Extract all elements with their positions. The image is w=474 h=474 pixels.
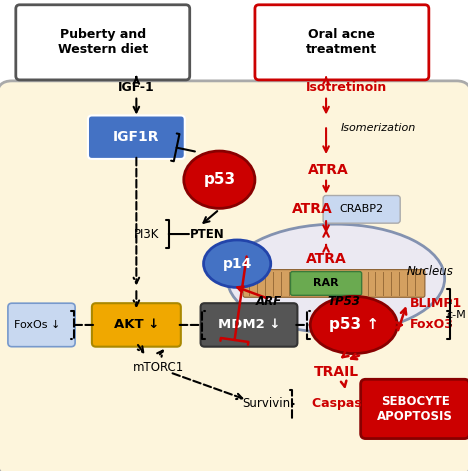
Text: ATRA: ATRA	[306, 252, 347, 266]
FancyBboxPatch shape	[255, 5, 429, 80]
FancyBboxPatch shape	[201, 303, 297, 346]
Text: PI3K: PI3K	[134, 228, 159, 240]
Ellipse shape	[227, 224, 445, 333]
Text: p53 ↑: p53 ↑	[328, 318, 379, 332]
Text: Survivin: Survivin	[243, 398, 291, 410]
Text: p53: p53	[203, 172, 236, 187]
Text: FoxO3: FoxO3	[410, 319, 454, 331]
Ellipse shape	[203, 240, 271, 287]
Text: Caspase 3: Caspase 3	[312, 398, 383, 410]
Text: BLIMP1: BLIMP1	[410, 297, 462, 310]
FancyBboxPatch shape	[8, 303, 75, 346]
Text: ATRA: ATRA	[308, 163, 349, 177]
Text: TP53: TP53	[328, 295, 360, 308]
Text: Isotretinoin: Isotretinoin	[306, 82, 388, 94]
Text: AKT ↓: AKT ↓	[114, 319, 159, 331]
Text: p14: p14	[222, 257, 252, 271]
Text: Nucleus: Nucleus	[406, 265, 453, 278]
Text: MDM2 ↓: MDM2 ↓	[218, 319, 280, 331]
Text: c-M: c-M	[447, 310, 466, 320]
FancyBboxPatch shape	[291, 272, 362, 295]
Text: Isomerization: Isomerization	[341, 123, 416, 133]
Text: SEBOCYTE
APOPTOSIS: SEBOCYTE APOPTOSIS	[377, 395, 453, 423]
FancyBboxPatch shape	[323, 195, 400, 223]
Text: IGF-1: IGF-1	[118, 82, 155, 94]
Ellipse shape	[184, 151, 255, 209]
FancyBboxPatch shape	[88, 116, 185, 159]
FancyBboxPatch shape	[92, 303, 181, 346]
Text: PTEN: PTEN	[190, 228, 225, 240]
Text: Puberty and
Western diet: Puberty and Western diet	[58, 28, 148, 56]
Text: ARF: ARF	[255, 295, 282, 308]
FancyBboxPatch shape	[243, 270, 425, 297]
Text: mTORC1: mTORC1	[132, 361, 184, 374]
Text: ATRA: ATRA	[292, 202, 332, 216]
FancyBboxPatch shape	[0, 81, 471, 474]
Text: Oral acne
treatment: Oral acne treatment	[306, 28, 377, 56]
Text: CRABP2: CRABP2	[339, 204, 384, 214]
Ellipse shape	[310, 296, 397, 354]
Text: RAR: RAR	[313, 278, 339, 289]
FancyBboxPatch shape	[16, 5, 190, 80]
Text: IGF1R: IGF1R	[113, 130, 160, 144]
Text: TRAIL: TRAIL	[313, 365, 358, 379]
FancyBboxPatch shape	[361, 379, 469, 438]
Text: FoxOs ↓: FoxOs ↓	[14, 320, 61, 330]
